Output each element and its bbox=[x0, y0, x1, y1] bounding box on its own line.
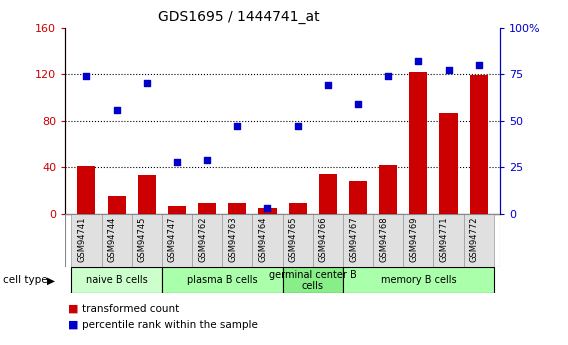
Text: percentile rank within the sample: percentile rank within the sample bbox=[82, 320, 258, 330]
Text: plasma B cells: plasma B cells bbox=[187, 275, 257, 285]
Bar bbox=[198, 204, 216, 214]
Bar bbox=[162, 267, 283, 293]
Text: GSM94764: GSM94764 bbox=[258, 217, 268, 262]
Bar bbox=[289, 204, 307, 214]
Text: ▶: ▶ bbox=[47, 275, 55, 285]
Point bbox=[112, 107, 121, 112]
Bar bbox=[343, 214, 373, 267]
Bar bbox=[138, 176, 156, 214]
Text: GSM94747: GSM94747 bbox=[168, 217, 177, 262]
Text: memory B cells: memory B cells bbox=[381, 275, 456, 285]
Point bbox=[383, 73, 392, 79]
Bar bbox=[192, 214, 222, 267]
Bar bbox=[252, 214, 283, 267]
Bar bbox=[403, 214, 433, 267]
Text: germinal center B
cells: germinal center B cells bbox=[269, 269, 357, 291]
Bar bbox=[379, 165, 397, 214]
Bar bbox=[343, 267, 494, 293]
Text: GSM94768: GSM94768 bbox=[379, 217, 388, 262]
Bar bbox=[349, 181, 367, 214]
Text: GSM94762: GSM94762 bbox=[198, 217, 207, 262]
Text: GSM94745: GSM94745 bbox=[138, 217, 147, 262]
Bar bbox=[228, 204, 247, 214]
Bar bbox=[440, 112, 458, 214]
Text: ■: ■ bbox=[68, 304, 78, 314]
Bar bbox=[433, 214, 463, 267]
Point bbox=[323, 82, 332, 88]
Bar bbox=[77, 166, 95, 214]
Text: GSM94763: GSM94763 bbox=[228, 217, 237, 262]
Text: GSM94765: GSM94765 bbox=[289, 217, 298, 262]
Bar bbox=[410, 72, 427, 214]
Bar bbox=[102, 214, 132, 267]
Bar bbox=[132, 214, 162, 267]
Bar bbox=[72, 214, 102, 267]
Text: GSM94766: GSM94766 bbox=[319, 217, 328, 262]
Bar bbox=[463, 214, 494, 267]
Point bbox=[414, 58, 423, 64]
Point bbox=[263, 206, 272, 211]
Bar bbox=[283, 214, 313, 267]
Bar bbox=[72, 267, 162, 293]
Bar bbox=[222, 214, 252, 267]
Point bbox=[173, 159, 182, 165]
Bar bbox=[470, 75, 488, 214]
Bar bbox=[313, 214, 343, 267]
Bar bbox=[168, 206, 186, 214]
Text: GSM94769: GSM94769 bbox=[410, 217, 419, 262]
Text: naive B cells: naive B cells bbox=[86, 275, 148, 285]
Text: GSM94744: GSM94744 bbox=[107, 217, 116, 262]
Text: GSM94741: GSM94741 bbox=[77, 217, 86, 262]
Text: GSM94767: GSM94767 bbox=[349, 217, 358, 262]
Text: GSM94772: GSM94772 bbox=[470, 217, 479, 262]
Point bbox=[203, 157, 212, 162]
Point bbox=[293, 124, 302, 129]
Point bbox=[474, 62, 483, 68]
Point bbox=[233, 124, 242, 129]
Bar bbox=[283, 267, 343, 293]
Bar bbox=[319, 174, 337, 214]
Text: transformed count: transformed count bbox=[82, 304, 179, 314]
Point bbox=[82, 73, 91, 79]
Bar bbox=[162, 214, 192, 267]
Point bbox=[353, 101, 362, 107]
Point bbox=[142, 81, 151, 86]
Text: GSM94771: GSM94771 bbox=[440, 217, 449, 262]
Bar bbox=[107, 196, 126, 214]
Bar bbox=[258, 208, 277, 214]
Point bbox=[444, 68, 453, 73]
Bar bbox=[373, 214, 403, 267]
Text: cell type: cell type bbox=[3, 275, 48, 285]
Text: ■: ■ bbox=[68, 320, 78, 330]
Text: GDS1695 / 1444741_at: GDS1695 / 1444741_at bbox=[158, 10, 319, 24]
